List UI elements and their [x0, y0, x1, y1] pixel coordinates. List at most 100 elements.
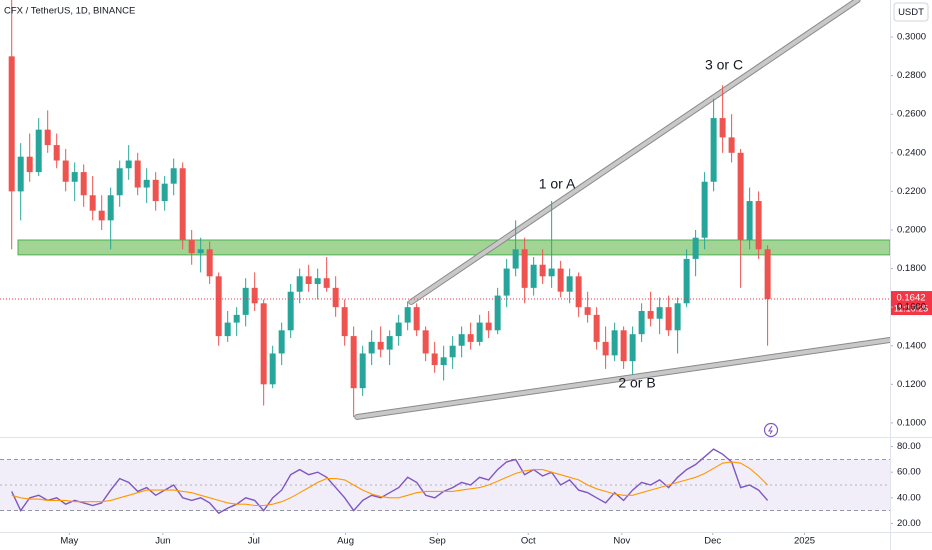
candle-body	[701, 181, 708, 238]
candle-body	[242, 287, 249, 315]
candle-body	[314, 278, 321, 285]
y-tick-label: 0.2600	[897, 109, 926, 120]
candle-body	[197, 249, 204, 254]
candle-body	[458, 334, 465, 346]
chart-title: CFX / TetherUS, 1D, BINANCE	[4, 6, 135, 17]
candle-body	[98, 210, 105, 221]
candle-body	[539, 264, 546, 277]
candle-body	[134, 160, 141, 188]
candle-body	[647, 311, 654, 319]
y-tick-label: 0.2800	[897, 70, 926, 81]
candle-body	[548, 268, 555, 277]
y-tick-label: 0.2400	[897, 147, 926, 158]
last-price-box	[891, 291, 932, 316]
candle-body	[422, 330, 429, 354]
candle-body	[413, 307, 420, 331]
candle-body	[674, 303, 681, 331]
rsi-ma-line	[11, 461, 768, 507]
currency[interactable]: USDT	[898, 7, 924, 18]
x-tick-label: Oct	[521, 536, 536, 547]
candle-body	[656, 307, 663, 319]
candle-body	[188, 239, 195, 254]
x-tick-label: May	[60, 536, 78, 547]
candle-body	[269, 353, 276, 385]
wave-label: 2 or B	[618, 375, 655, 391]
candle-body	[386, 336, 393, 350]
y-tick-label: 0.1000	[897, 417, 926, 428]
candle-body	[557, 268, 564, 292]
candle-body	[53, 145, 60, 161]
candle-body	[746, 201, 753, 240]
alert-bolt[interactable]	[768, 425, 774, 435]
candle-body	[665, 307, 672, 331]
candle-body	[593, 314, 600, 342]
candle-body	[224, 322, 231, 337]
candle-body	[503, 268, 510, 296]
candle-body	[602, 341, 609, 356]
candle-body	[629, 334, 636, 362]
x-tick-label: Dec	[704, 536, 721, 547]
x-tick-label: Aug	[337, 536, 354, 547]
candle-body	[611, 330, 618, 356]
last-price-label: 0.1642	[896, 293, 925, 304]
rsi-line	[11, 448, 769, 515]
candle-body	[44, 129, 51, 146]
candle-body	[350, 336, 357, 389]
currency-button[interactable]	[893, 2, 929, 22]
x-tick-label: Sep	[429, 536, 446, 547]
candle-body	[107, 195, 114, 221]
candle-body	[764, 249, 771, 300]
candle-body	[728, 137, 735, 153]
candle-body	[62, 160, 69, 182]
candle-body	[305, 276, 312, 285]
candle-body	[287, 291, 294, 331]
candle-body	[170, 168, 177, 184]
countdown: 11:10:25	[894, 303, 928, 313]
y-tick-label: 0.1200	[897, 379, 926, 390]
candle-body	[440, 357, 447, 366]
candle-body	[89, 195, 96, 211]
candle-body	[179, 168, 186, 240]
alert-circle[interactable]	[763, 422, 779, 438]
candle-body	[368, 341, 375, 354]
candle-body	[17, 156, 24, 192]
candle-body	[395, 322, 402, 337]
candle-body	[26, 156, 33, 173]
candle-body	[377, 341, 384, 350]
candle-body	[116, 168, 123, 196]
candle-body	[719, 118, 726, 138]
wave-label: 1 or A	[539, 176, 576, 192]
rsi-y-tick-label: 20.00	[897, 518, 921, 529]
candle-body	[251, 287, 258, 304]
y-tick-label: 0.1400	[897, 340, 926, 351]
candle-body	[278, 330, 285, 354]
candle-body	[485, 322, 492, 331]
candle-body	[341, 307, 348, 337]
candle-body	[449, 345, 456, 358]
rsi-pane	[0, 448, 890, 515]
alert-icon[interactable]	[763, 422, 779, 438]
rsi-y-tick-label: 80.00	[897, 441, 921, 452]
candle-body	[683, 258, 690, 304]
candle-body	[467, 334, 474, 342]
candle-body	[206, 249, 213, 277]
y-tick-label: 0.1800	[897, 263, 926, 274]
candle-body	[755, 201, 762, 250]
candle-body	[404, 307, 411, 323]
candle-body	[8, 56, 15, 192]
candle-body	[431, 353, 438, 366]
candle-body	[692, 237, 699, 259]
candle-body	[575, 276, 582, 308]
candle-body	[143, 179, 150, 188]
candle-body	[710, 118, 717, 182]
candle-body	[566, 276, 573, 292]
candle-body	[296, 276, 303, 292]
candle-body	[521, 249, 528, 288]
candle-body	[737, 152, 744, 240]
candle-body	[332, 287, 339, 308]
candle-body	[359, 353, 366, 389]
candle-body	[323, 278, 330, 288]
